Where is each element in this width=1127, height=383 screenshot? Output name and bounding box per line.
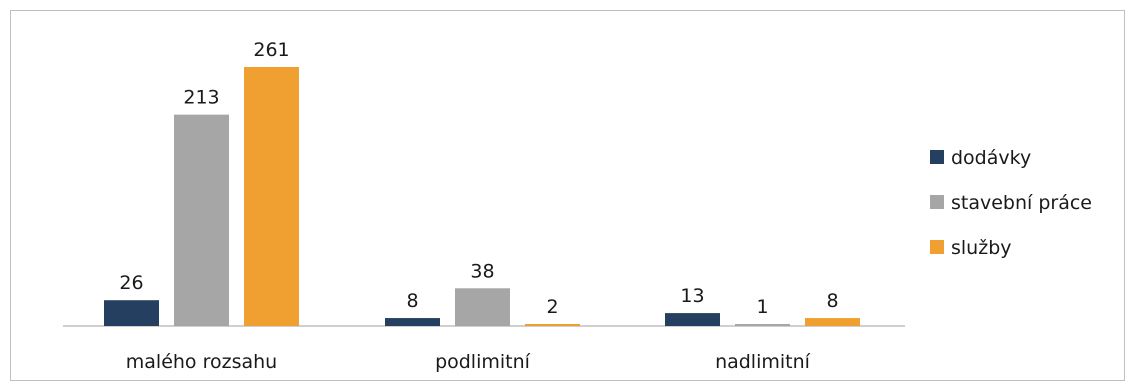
bar-1-3 [665,313,720,326]
data-label-1-1: 26 [119,272,143,294]
category-label-1: malého rozsahu [126,351,277,373]
legend-swatch-3 [930,240,944,254]
legend-swatch-2 [930,195,944,209]
bars-group [104,67,860,326]
bar-1-2 [385,318,440,326]
bar-2-2 [455,288,510,326]
data-label-2-3: 1 [756,296,768,318]
category-label-3: nadlimitní [715,351,811,373]
legend-label-1: dodávky [951,147,1031,169]
data-label-2-1: 213 [183,87,219,109]
legend-swatch-1 [930,150,944,164]
chart-frame [10,10,1125,381]
legend: dodávky stavební práce služby [930,147,1092,259]
category-label-2: podlimitní [435,351,531,373]
category-labels-group: malého rozsahu podlimitní nadlimitní [126,351,811,373]
bar-3-2 [525,324,580,326]
data-label-1-2: 8 [406,290,418,312]
bar-3-1 [244,67,299,326]
bar-2-3 [735,324,790,326]
bar-3-3 [805,318,860,326]
data-label-2-2: 38 [470,260,494,282]
bar-2-1 [174,114,229,326]
bar-1-1 [104,300,159,326]
legend-label-2: stavební práce [951,192,1092,214]
data-label-3-1: 261 [253,39,289,61]
legend-label-3: služby [951,237,1012,259]
data-label-1-3: 13 [680,285,704,307]
data-label-3-2: 2 [546,296,558,318]
data-label-3-3: 8 [826,290,838,312]
